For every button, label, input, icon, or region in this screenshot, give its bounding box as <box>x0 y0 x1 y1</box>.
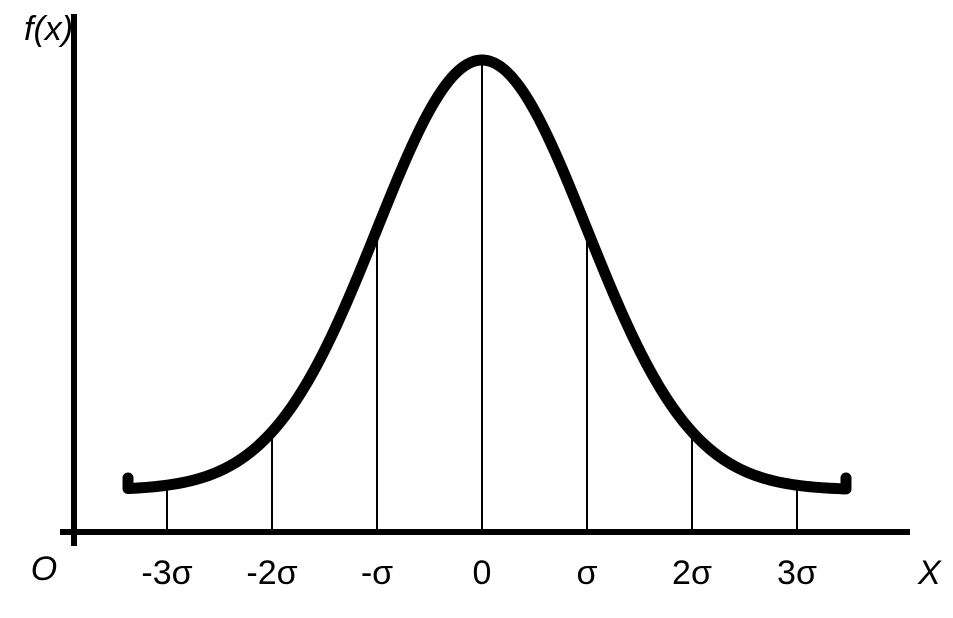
origin-label: O <box>31 550 57 588</box>
x-tick-label: 0 <box>473 554 492 592</box>
x-tick-label: 2σ <box>672 554 712 592</box>
x-axis-label: X <box>917 554 942 592</box>
x-tick-label: -3σ <box>141 554 192 592</box>
x-tick-label: -2σ <box>246 554 297 592</box>
x-tick-label: σ <box>577 554 598 592</box>
x-tick-label: 3σ <box>777 554 817 592</box>
y-axis-label: f(x) <box>24 10 73 48</box>
x-tick-label: -σ <box>361 554 393 592</box>
normal-distribution-chart: -3σ -2σ -σ 0 σ 2σ 3σ f(x) X O <box>0 0 953 618</box>
bell-curve <box>128 60 846 489</box>
